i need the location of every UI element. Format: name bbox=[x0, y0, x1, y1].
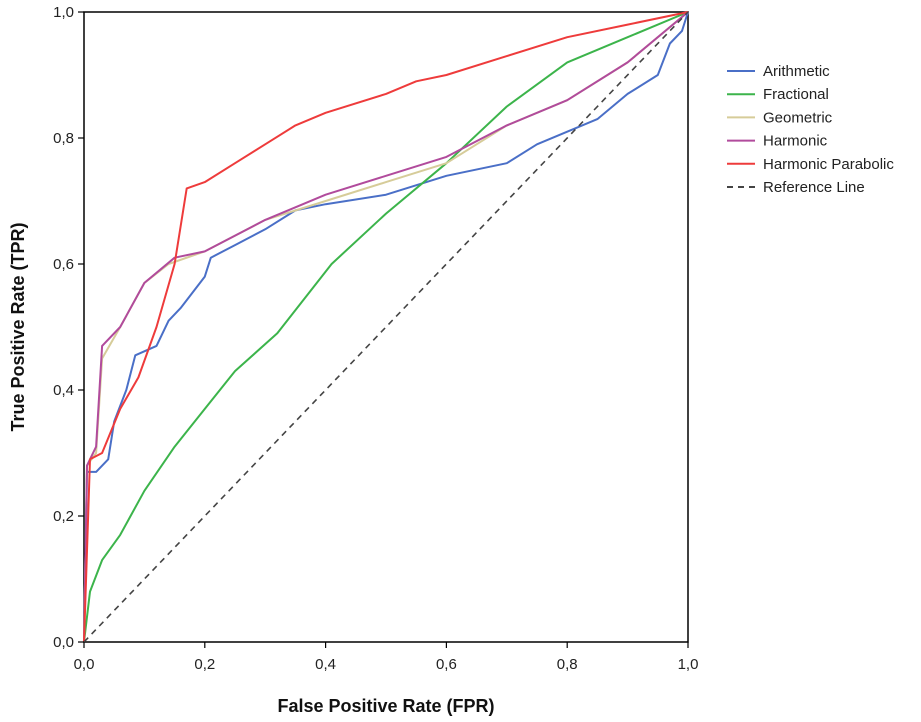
x-tick-label: 1,0 bbox=[678, 656, 699, 673]
y-tick-label: 0,0 bbox=[53, 634, 74, 651]
x-tick-label: 0,0 bbox=[74, 656, 95, 673]
series-line-harmonic-parabolic bbox=[83, 11, 689, 643]
x-tick-label: 0,4 bbox=[315, 656, 336, 673]
series-line-reference-line bbox=[83, 11, 689, 643]
legend-label-reference-line: Reference Line bbox=[763, 179, 865, 196]
legend-label-arithmetic: Arithmetic bbox=[763, 63, 830, 80]
series-line-harmonic bbox=[83, 11, 689, 643]
y-tick-label: 1,0 bbox=[53, 4, 74, 21]
series-line-arithmetic bbox=[83, 11, 689, 643]
legend-label-harmonic: Harmonic bbox=[763, 133, 828, 150]
y-tick-label: 0,2 bbox=[53, 508, 74, 525]
x-tick-label: 0,8 bbox=[557, 656, 578, 673]
axes: 0,0 0,2 0,4 0,6 0,8 1,0 0,0 0,2 0,4 0,6 0,8 1,0 bbox=[53, 4, 698, 673]
series-group bbox=[83, 11, 689, 643]
x-tick-label: 0,6 bbox=[436, 656, 457, 673]
legend-label-fractional: Fractional bbox=[763, 86, 829, 103]
y-tick-label: 0,6 bbox=[53, 256, 74, 273]
y-axis-title: True Positive Rate (TPR) bbox=[8, 222, 28, 431]
legend-label-geometric: Geometric bbox=[763, 109, 833, 126]
legend-label-harmonic-parabolic: Harmonic Parabolic bbox=[763, 156, 894, 173]
series-line-fractional bbox=[83, 11, 689, 643]
y-tick-label: 0,8 bbox=[53, 130, 74, 147]
x-tick-label: 0,2 bbox=[194, 656, 215, 673]
x-axis-title: False Positive Rate (FPR) bbox=[277, 696, 494, 716]
legend: Arithmetic Fractional Geometric Harmonic Har… bbox=[727, 63, 894, 196]
y-tick-label: 0,4 bbox=[53, 382, 74, 399]
